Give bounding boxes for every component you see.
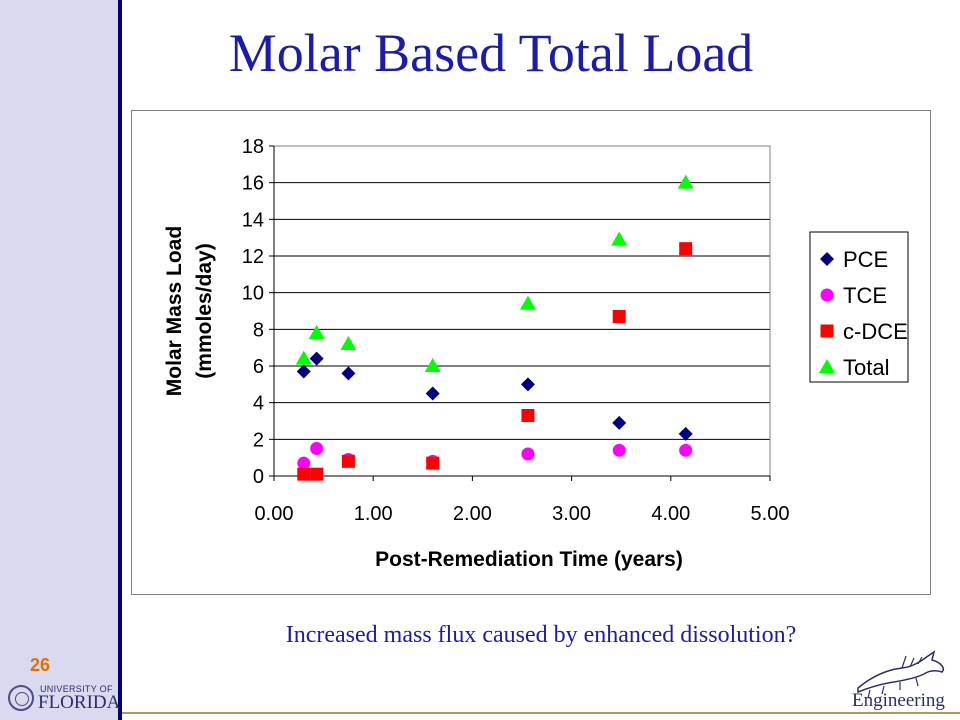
y-tick-label: 10 xyxy=(242,283,264,305)
data-point-c-dce xyxy=(341,454,355,468)
university-seal-icon xyxy=(8,685,34,711)
legend-marker-c-dce xyxy=(820,324,834,338)
legend-label: TCE xyxy=(843,283,887,308)
left-vertical-rule xyxy=(118,0,122,720)
data-point-total xyxy=(424,358,441,372)
engineering-wordmark: Engineering xyxy=(852,690,945,711)
data-point-total xyxy=(295,350,312,365)
data-point-pce xyxy=(296,364,311,379)
y-tick-label: 4 xyxy=(253,393,264,415)
y-tick-label: 2 xyxy=(253,429,264,451)
data-point-c-dce xyxy=(297,467,311,481)
data-point-total xyxy=(611,231,628,246)
data-point-total xyxy=(519,295,536,310)
slide-caption: Increased mass flux caused by enhanced d… xyxy=(285,622,797,648)
data-point-tce xyxy=(297,456,311,470)
data-point-tce xyxy=(310,442,324,455)
y-tick-label: 14 xyxy=(242,209,264,231)
logo-line2: FLORIDA xyxy=(38,692,121,713)
y-tick-label: 16 xyxy=(242,173,264,195)
y-axis-title-units: (mmoles/day) xyxy=(193,243,216,378)
gator-icon xyxy=(857,650,944,699)
legend-label: Total xyxy=(843,355,889,380)
y-tick-label: 18 xyxy=(242,136,264,158)
data-point-total xyxy=(340,336,357,350)
data-point-c-dce xyxy=(310,467,324,481)
legend-marker-pce xyxy=(820,252,834,266)
y-axis-title: Molar Mass Load xyxy=(163,226,186,396)
plot-area xyxy=(273,145,771,477)
bottom-rule xyxy=(122,712,960,714)
data-point-c-dce xyxy=(679,242,693,256)
x-tick-label: 3.00 xyxy=(552,503,591,525)
data-point-total xyxy=(677,174,694,189)
data-point-c-dce xyxy=(521,409,535,422)
data-point-tce xyxy=(679,443,693,457)
left-sidebar-band xyxy=(0,0,118,720)
slide-title: Molar Based Total Load xyxy=(228,23,754,83)
data-point-tce xyxy=(521,447,535,461)
chart-frame: 0 2 4 6 8 10 12 14 16 18 0.00 1.00 2.00 3.00 4.00 5.00 P… xyxy=(131,110,931,595)
data-point-tce xyxy=(612,443,626,457)
y-tick-label: 12 xyxy=(242,246,264,268)
legend-label: PCE xyxy=(843,247,888,272)
legend-label: c-DCE xyxy=(843,319,908,344)
x-tick-label: 0.00 xyxy=(255,503,294,525)
data-point-total xyxy=(308,325,325,339)
x-tick-label: 2.00 xyxy=(453,503,492,525)
legend-marker-total xyxy=(819,359,835,373)
data-point-c-dce xyxy=(426,456,440,470)
data-point-pce xyxy=(425,386,440,401)
y-tick-label: 8 xyxy=(253,319,264,341)
scatter-chart: 0 2 4 6 8 10 12 14 16 18 0.00 1.00 2.00 3.00 4.00 5.00 P… xyxy=(163,136,909,571)
x-axis-title: Post-Remediation Time (years) xyxy=(375,548,683,571)
x-tick-label: 4.00 xyxy=(651,503,690,525)
legend-marker-tce xyxy=(820,288,834,302)
data-point-pce xyxy=(520,377,535,392)
x-tick-label: 5.00 xyxy=(751,503,790,525)
data-point-pce xyxy=(678,426,693,441)
data-point-c-dce xyxy=(612,310,626,323)
data-point-pce xyxy=(341,366,356,381)
data-point-pce xyxy=(612,415,627,430)
y-tick-label: 6 xyxy=(253,356,264,378)
logo-line1: UNIVERSITY OF xyxy=(40,684,113,694)
data-point-pce xyxy=(309,351,324,366)
y-tick-label: 0 xyxy=(253,466,264,488)
x-tick-label: 1.00 xyxy=(354,503,393,525)
page-number: 26 xyxy=(30,655,51,675)
